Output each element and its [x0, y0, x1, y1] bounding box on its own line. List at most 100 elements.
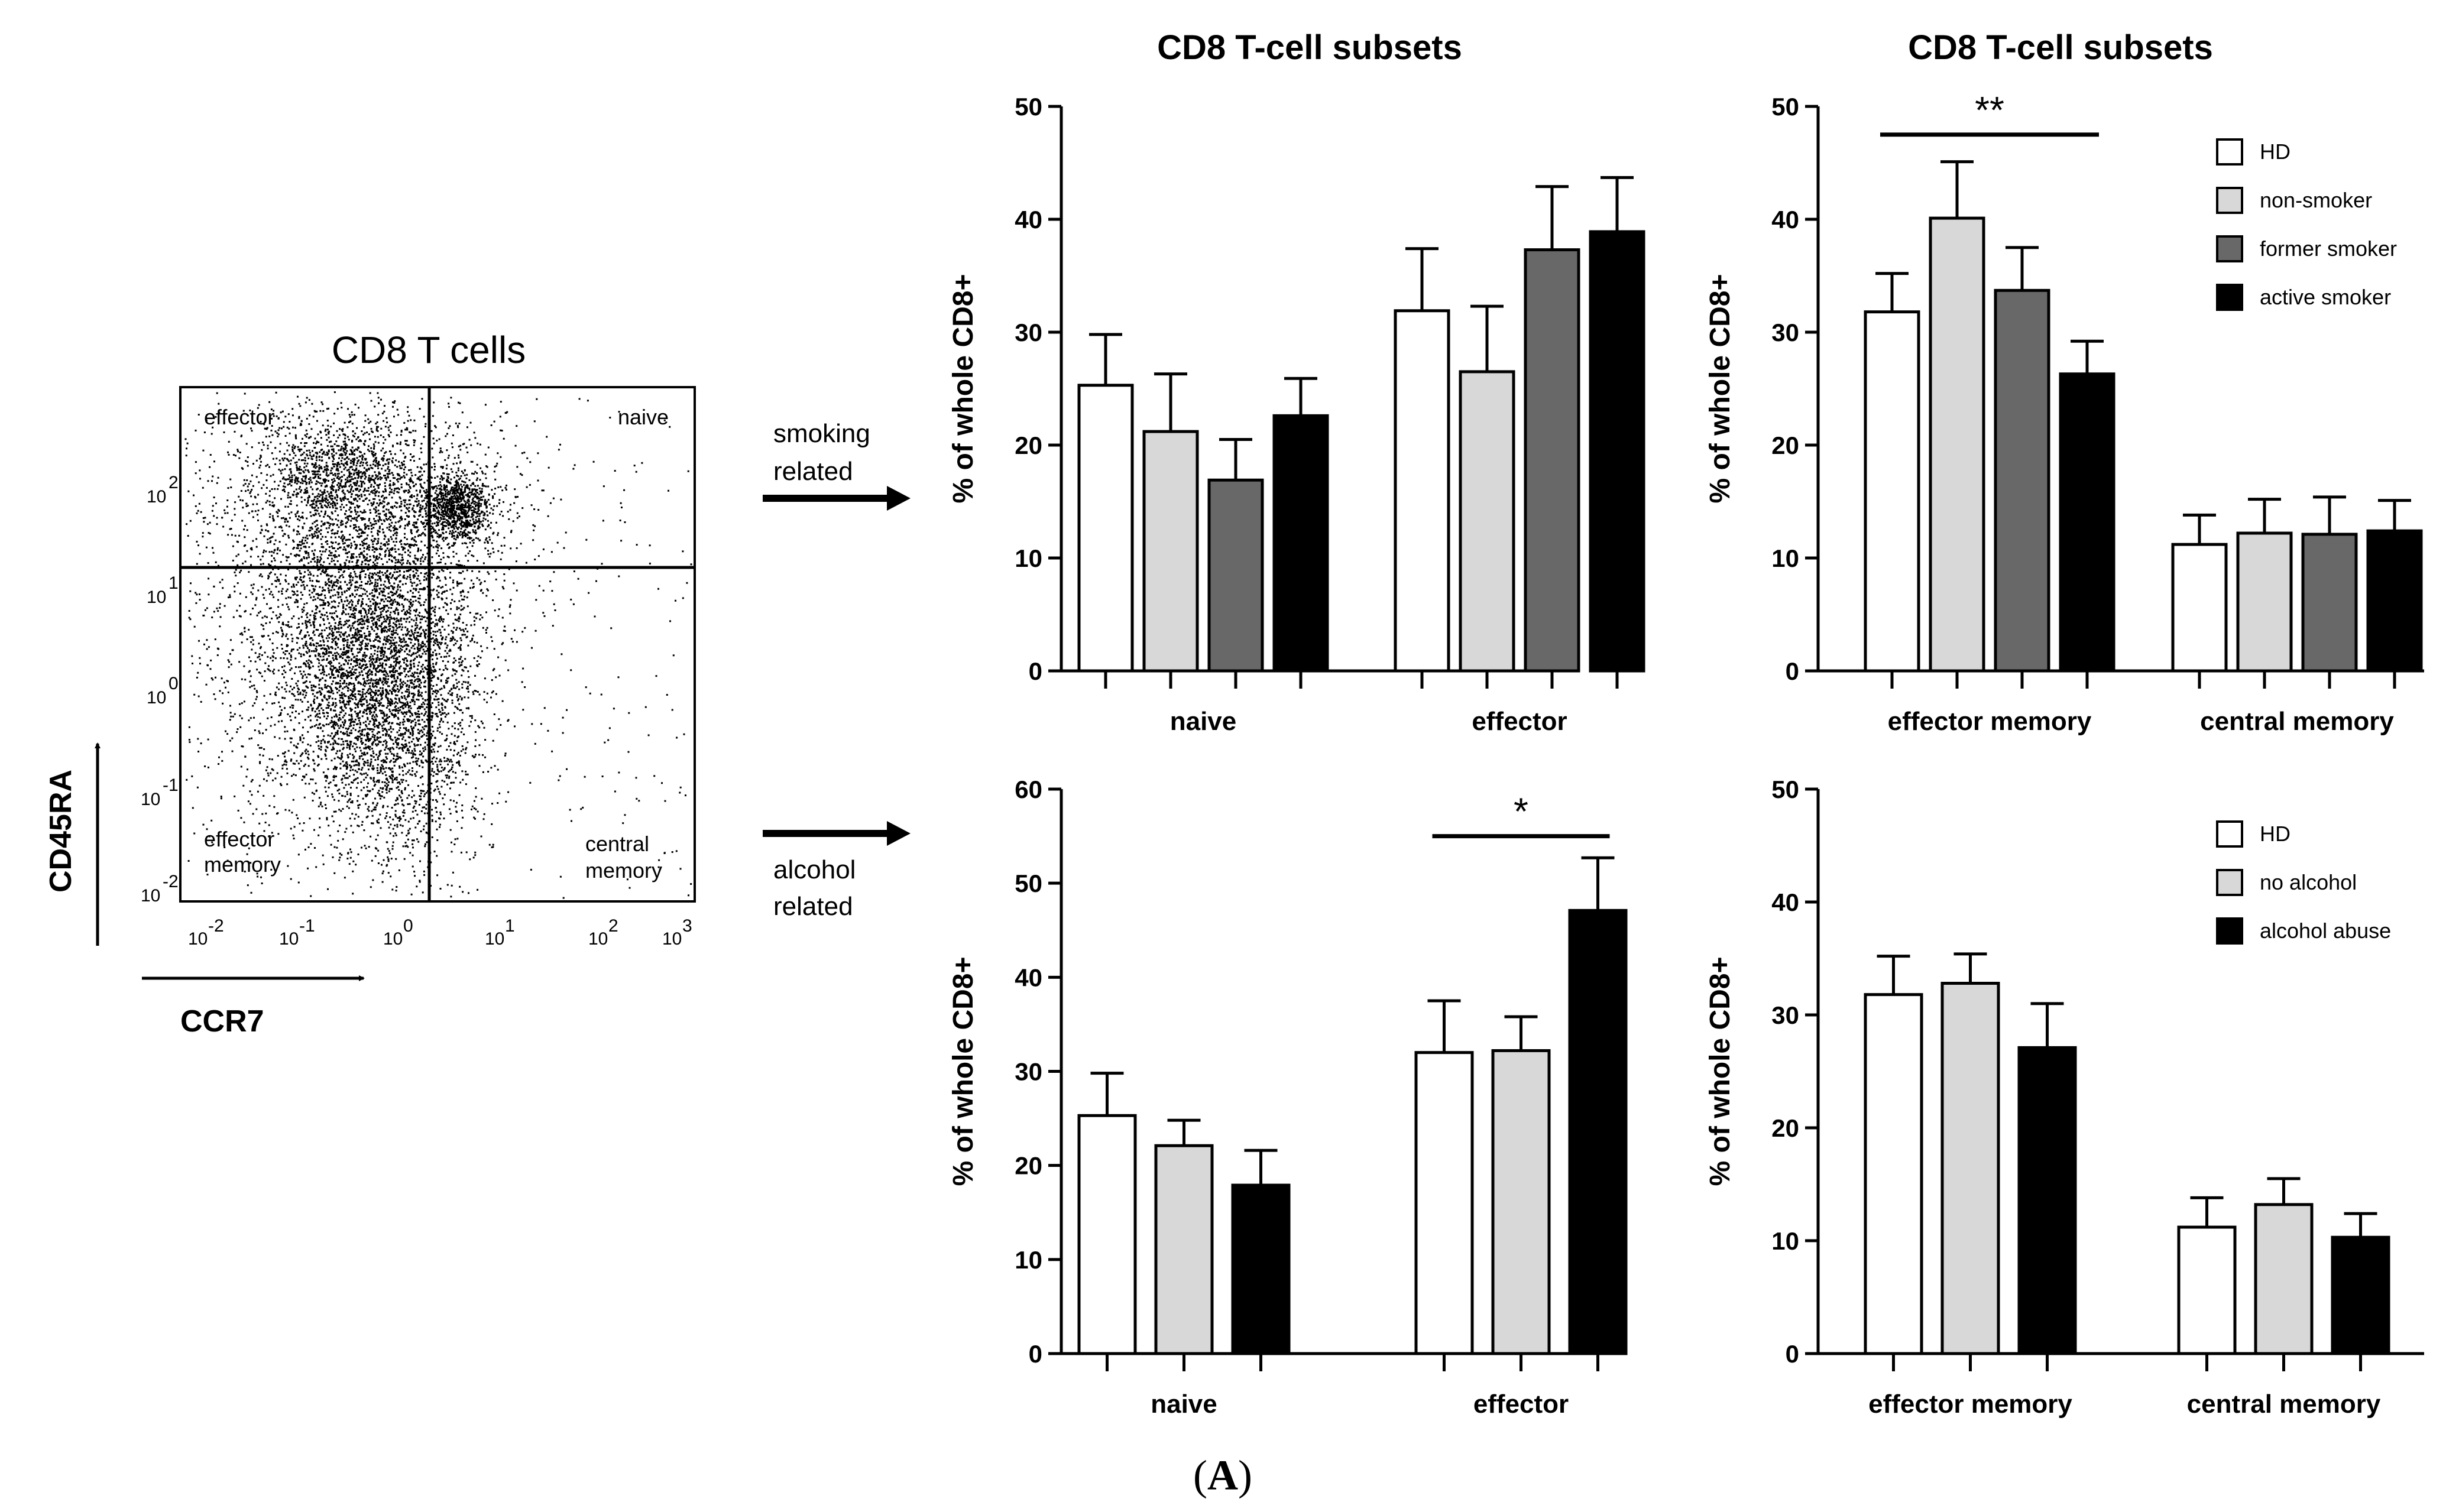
y-tick-label: 20 — [1771, 1114, 1799, 1142]
svg-text:10: 10 — [141, 886, 160, 906]
y-axis-label: % of whole CD8+ — [1705, 956, 1736, 1186]
significance-label: ** — [1975, 89, 2004, 131]
quadrant-label-central-memory-1: central — [585, 832, 649, 856]
bar-HD — [1864, 993, 1923, 1355]
flow-y-axis-label: CD45RA — [44, 770, 78, 893]
y-tick-label: 30 — [1771, 319, 1799, 346]
svg-text:-2: -2 — [163, 872, 179, 891]
bar-HD — [2177, 1225, 2237, 1355]
bar-no-alcohol — [2254, 1203, 2314, 1355]
flow-x-tick: 102 — [588, 916, 618, 949]
y-tick-label: 40 — [1771, 206, 1799, 233]
legend-label: non-smoker — [2260, 188, 2372, 212]
bar-non-smoker — [1929, 216, 1985, 673]
svg-text:1: 1 — [505, 916, 515, 936]
y-axis-label: % of whole CD8+ — [948, 956, 979, 1186]
quadrant-label-effector-memory-1: effector — [204, 827, 274, 851]
chart-title-right: CD8 T-cell subsets — [1908, 28, 2213, 67]
bar-active-smoker — [1589, 230, 1645, 673]
flow-x-tick: 100 — [383, 916, 413, 949]
smoking-arrow-head-icon — [887, 486, 911, 511]
y-tick-label: 0 — [1786, 1340, 1799, 1368]
svg-text:2: 2 — [608, 916, 618, 936]
svg-text:3: 3 — [682, 916, 692, 936]
svg-text:10: 10 — [588, 929, 608, 949]
chart-alcohol-naive-effector: 0 10 20 30 40 50 60 % of whole CD8+ naive effecto… — [948, 776, 1628, 1419]
bar-non-smoker — [2236, 531, 2293, 673]
svg-text:-1: -1 — [299, 916, 315, 936]
legend-label: active smoker — [2260, 285, 2391, 309]
svg-text:10: 10 — [662, 929, 682, 949]
legend-swatch — [2216, 235, 2243, 262]
flow-dot-cloud — [184, 391, 692, 899]
y-tick-label: 10 — [1771, 544, 1799, 572]
quadrant-label-effector-memory-2: memory — [204, 852, 281, 877]
bar-no-alcohol — [1940, 982, 2000, 1355]
svg-text:10: 10 — [383, 929, 403, 949]
flow-y-tick: 100 — [147, 674, 179, 708]
category-label: effector — [1473, 1390, 1569, 1419]
alcohol-arrow-group: alcohol related — [763, 821, 911, 921]
svg-text:10: 10 — [141, 790, 160, 809]
legend-label: alcohol abuse — [2260, 919, 2391, 943]
legend-swatch — [2216, 187, 2243, 214]
legend-swatch — [2216, 820, 2243, 848]
y-tick-label: 50 — [1771, 93, 1799, 121]
svg-text:10: 10 — [188, 929, 208, 949]
y-tick-label: 10 — [1015, 544, 1042, 572]
quadrant-label-effector: effector — [204, 405, 274, 429]
panel-label: (A) — [1193, 1452, 1252, 1499]
bar-non-smoker — [1459, 370, 1515, 673]
y-tick-label: 0 — [1786, 657, 1799, 685]
flow-y-tick: 10-2 — [141, 872, 179, 906]
quadrant-label-naive: naive — [618, 405, 669, 429]
bar-HD — [1864, 310, 1920, 673]
bar-HD — [1414, 1051, 1474, 1355]
quadrant-label-central-memory-2: memory — [585, 858, 662, 882]
y-tick-label: 50 — [1015, 869, 1042, 897]
category-label: naive — [1151, 1390, 1217, 1419]
bar-alcohol-abuse — [1568, 909, 1628, 1355]
flow-cytometry-plot: CD8 T cells effector naive effector memo… — [44, 329, 696, 1039]
y-tick-label: 10 — [1015, 1246, 1042, 1274]
flow-dots-path — [184, 391, 692, 899]
y-axis-label: % of whole CD8+ — [948, 274, 979, 503]
chart-smoking-memory: 0 10 20 30 40 50 % of whole CD8+ effector memor… — [1705, 89, 2424, 736]
legend-label: no alcohol — [2260, 870, 2357, 894]
y-tick-label: 10 — [1771, 1227, 1799, 1255]
category-label: central memory — [2200, 707, 2394, 736]
y-tick-label: 30 — [1771, 1001, 1799, 1029]
y-tick-label: 50 — [1015, 93, 1042, 121]
y-tick-label: 20 — [1771, 431, 1799, 459]
bar-active-smoker — [2059, 372, 2115, 673]
svg-text:0: 0 — [169, 674, 179, 693]
bar-non-smoker — [1142, 430, 1199, 673]
y-tick-label: 0 — [1029, 657, 1042, 685]
legend-label: HD — [2260, 822, 2291, 846]
alcohol-label-line1: alcohol — [773, 855, 856, 884]
bar-no-alcohol — [1154, 1144, 1214, 1355]
bar-HD — [1394, 309, 1450, 673]
bar-HD — [2171, 543, 2228, 673]
legend-swatch — [2216, 138, 2243, 166]
flow-plot-frame — [179, 386, 696, 903]
chart-alcohol-memory: 0 10 20 30 40 50 % of whole CD8+ effector memor… — [1705, 776, 2424, 1419]
bar-former-smoker — [2301, 533, 2358, 673]
flow-y-ticks: 102 101 100 10-1 10-2 — [141, 473, 179, 906]
category-label: central memory — [2187, 1390, 2381, 1419]
bar-former-smoker — [1207, 478, 1264, 673]
y-tick-label: 0 — [1029, 1340, 1042, 1368]
y-axis-label: % of whole CD8+ — [1705, 274, 1736, 503]
category-label: effector memory — [1868, 1390, 2072, 1419]
flow-y-tick: 102 — [147, 473, 179, 507]
svg-text:10: 10 — [485, 929, 504, 949]
bar-alcohol-abuse — [2017, 1046, 2077, 1355]
y-tick-label: 20 — [1015, 1152, 1042, 1180]
smoking-arrow-group: smoking related — [763, 419, 911, 511]
y-tick-label: 30 — [1015, 319, 1042, 346]
svg-text:2: 2 — [169, 473, 179, 492]
category-label: effector memory — [1888, 707, 2092, 736]
svg-text:10: 10 — [279, 929, 299, 949]
flow-y-tick: 101 — [147, 573, 179, 607]
